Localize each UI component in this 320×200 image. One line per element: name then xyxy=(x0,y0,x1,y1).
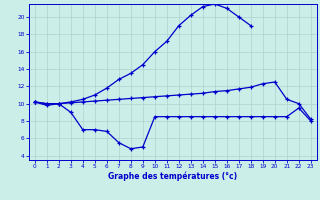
X-axis label: Graphe des températures (°c): Graphe des températures (°c) xyxy=(108,172,237,181)
